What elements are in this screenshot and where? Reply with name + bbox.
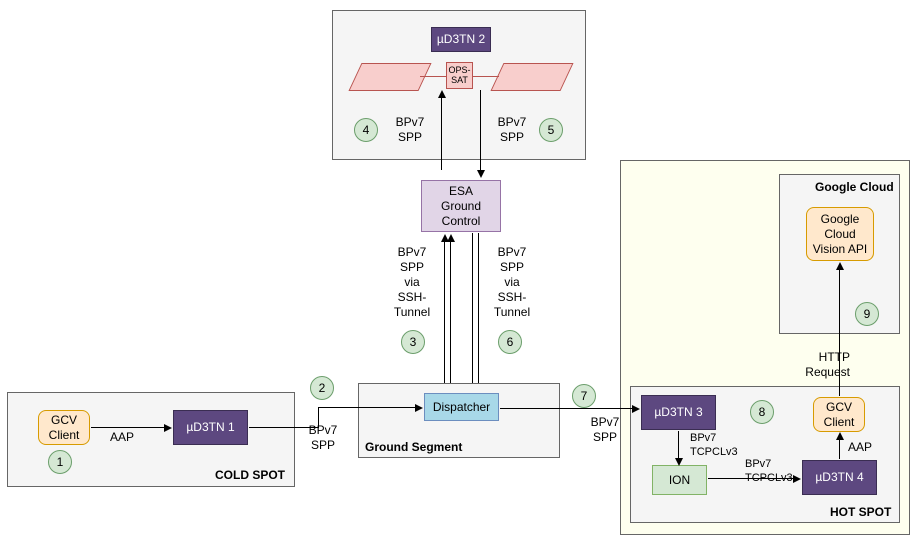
arrow-tcpcl-a — [678, 431, 679, 458]
link-right — [473, 76, 499, 77]
label-bpv7-4: BPv7SPP — [390, 115, 430, 145]
arrow-3-up-a — [444, 242, 445, 392]
cold-spot-title: COLD SPOT — [215, 468, 285, 482]
arrow-4-up — [441, 98, 442, 170]
label-tcpcl-b: BPv7TCPCLv3 — [745, 458, 805, 486]
label-bpv7-7: BPv7SPP — [585, 415, 625, 445]
ud3tn-3: µD3TN 3 — [641, 395, 716, 430]
label-aap-1: AAP — [110, 430, 134, 445]
dispatcher: Dispatcher — [424, 393, 499, 421]
arrow-6-down-b — [478, 233, 479, 392]
label-bpv7ssh-3: BPv7SPPviaSSH-Tunnel — [388, 245, 436, 320]
sat-para-left — [348, 63, 431, 91]
gcv-client-2: GCVClient — [813, 397, 865, 432]
badge-7: 7 — [572, 384, 596, 408]
badge-1: 1 — [48, 450, 72, 474]
badge-6: 6 — [498, 330, 522, 354]
esa-ground-control: ESAGroundControl — [421, 180, 501, 232]
arrow-3-up-b — [450, 242, 451, 392]
label-http-9: HTTPRequest — [790, 350, 850, 380]
ion: ION — [652, 465, 707, 495]
badge-2: 2 — [310, 376, 334, 400]
badge-8: 8 — [750, 400, 774, 424]
ud3tn-2: µD3TN 2 — [431, 27, 491, 52]
diagram-canvas: µD3TN 2 OPS-SAT BPv7SPP BPv7SPP 4 5 ESAG… — [0, 0, 918, 545]
arrow-aap-2 — [839, 440, 840, 459]
ops-sat: OPS-SAT — [446, 62, 473, 89]
sat-para-right — [490, 63, 573, 91]
hot-spot-title: HOT SPOT — [830, 505, 891, 519]
arrow-aap-1 — [91, 427, 164, 428]
label-bpv7-2: BPv7SPP — [303, 423, 343, 453]
label-tcpcl-a: BPv7TCPCLv3 — [690, 432, 750, 460]
arrow-7 — [500, 408, 632, 409]
ud3tn-4: µD3TN 4 — [802, 460, 877, 495]
ground-segment-title: Ground Segment — [365, 440, 462, 454]
label-bpv7ssh-6: BPv7SPPviaSSH-Tunnel — [488, 245, 536, 320]
arrow-2-step3 — [318, 407, 415, 408]
label-bpv7-5: BPv7SPP — [492, 115, 532, 145]
google-cloud-title: Google Cloud — [815, 180, 894, 194]
gcv-client-1: GCVClient — [38, 410, 90, 445]
arrow-6-down-a — [472, 233, 473, 392]
ud3tn-1: µD3TN 1 — [173, 410, 248, 445]
badge-5: 5 — [539, 118, 563, 142]
label-aap-2: AAP — [848, 440, 872, 455]
badge-9: 9 — [855, 302, 879, 326]
link-left — [420, 76, 446, 77]
arrow-5-down — [480, 90, 481, 170]
badge-4: 4 — [354, 118, 378, 142]
gc-vision-api: GoogleCloudVision API — [806, 207, 874, 261]
badge-3: 3 — [401, 330, 425, 354]
